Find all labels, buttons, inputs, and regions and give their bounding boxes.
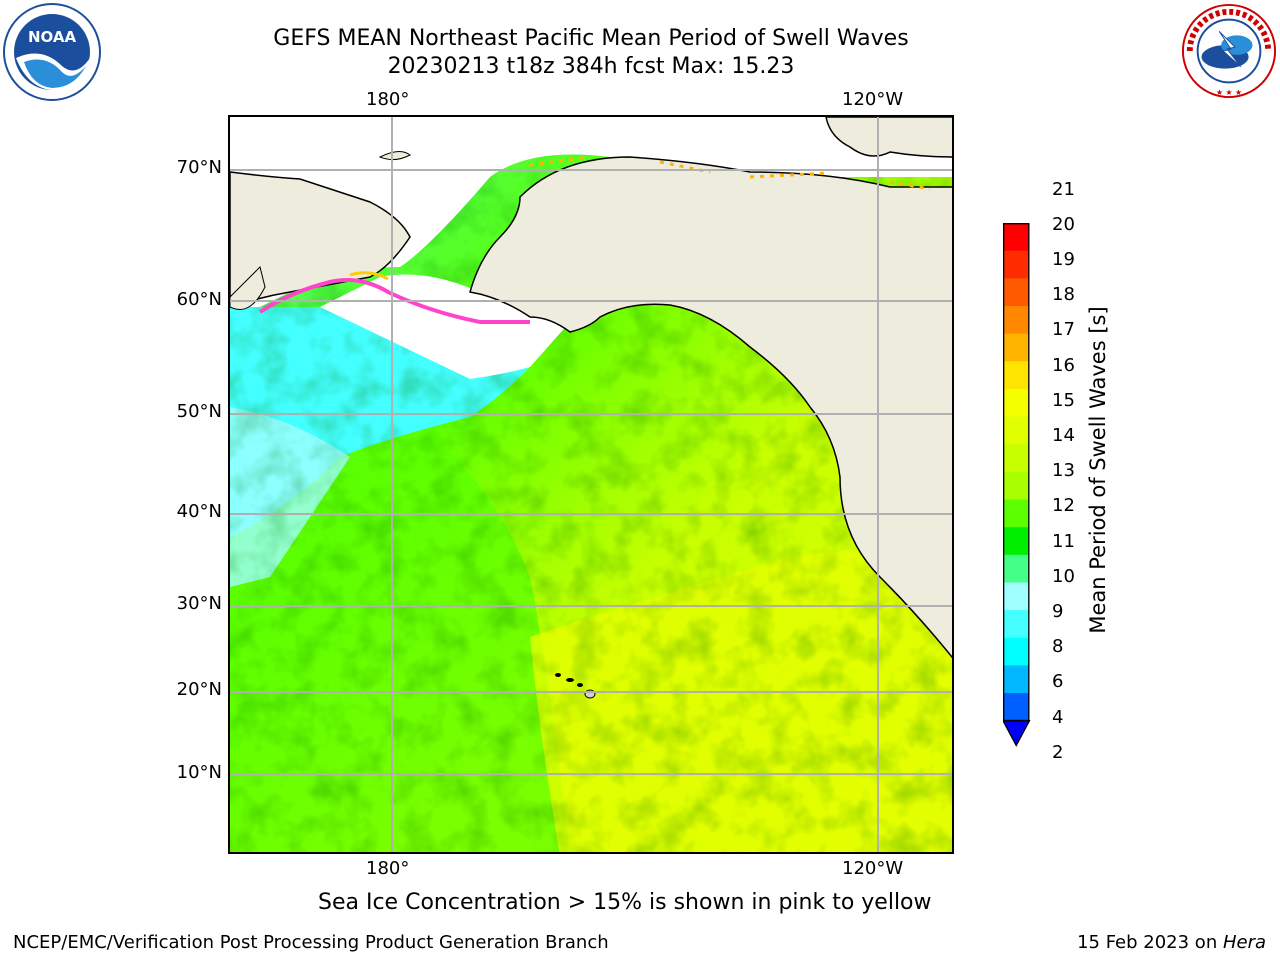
- arctic-sea-ice: [529, 155, 931, 191]
- colorbar-tick: 17: [1052, 319, 1075, 340]
- colorbar-tick: 9: [1052, 601, 1064, 622]
- colorbar-tick: 21: [1052, 179, 1075, 200]
- colorbar-band: [1003, 416, 1030, 445]
- colorbar-frame: [1003, 223, 1030, 722]
- colorbar-band: [1003, 527, 1030, 556]
- lon-label-top-120w: 120°W: [842, 89, 904, 110]
- north-america-land: [469, 156, 952, 659]
- colorbar-tick: 8: [1052, 636, 1064, 657]
- colorbar-band: [1003, 693, 1030, 722]
- colorbar-tick: 2: [1052, 742, 1064, 763]
- colorbar-band: [1003, 306, 1030, 335]
- chart-title: GEFS MEAN Northeast Pacific Mean Period …: [273, 26, 909, 51]
- colorbar-tick: 12: [1052, 495, 1075, 516]
- footer-credit: NCEP/EMC/Verification Post Processing Pr…: [13, 932, 609, 953]
- lon-label-bottom-180: 180°: [366, 858, 410, 879]
- lat-label-30n: 30°N: [176, 593, 222, 614]
- colorbar-band: [1003, 333, 1030, 362]
- map-panel: [228, 115, 954, 854]
- noaa-logo: NOAA: [3, 3, 101, 101]
- lat-label-10n: 10°N: [176, 762, 222, 783]
- colorbar-tick: 20: [1052, 214, 1075, 235]
- colorbar-band: [1003, 361, 1030, 390]
- colorbar-band: [1003, 250, 1030, 279]
- sea-ice-note: Sea Ice Concentration > 15% is shown in …: [318, 890, 932, 915]
- sea-ice-edge-yellow: [349, 271, 389, 281]
- st-lawrence-island: [378, 151, 411, 161]
- colorbar-tick: 13: [1052, 460, 1075, 481]
- colorbar-band: [1003, 554, 1030, 583]
- lat-label-40n: 40°N: [176, 501, 222, 522]
- lon-label-top-180: 180°: [366, 89, 410, 110]
- lat-label-60n: 60°N: [176, 289, 222, 310]
- colorbar-band: [1003, 278, 1030, 307]
- colorbar-tick: 19: [1052, 249, 1075, 270]
- colorbar-tick: 18: [1052, 284, 1075, 305]
- footer-date: 15 Feb 2023 on Hera: [1077, 932, 1266, 953]
- svg-text:★ ★ ★: ★ ★ ★: [1216, 88, 1242, 97]
- colorbar-band: [1003, 499, 1030, 528]
- colorbar-band: [1003, 610, 1030, 639]
- nws-logo: ★ ★ ★: [1181, 3, 1277, 99]
- colorbar-tick: 4: [1052, 707, 1064, 728]
- svg-text:NOAA: NOAA: [28, 28, 77, 46]
- colorbar: [1003, 223, 1031, 747]
- swell-period-map: [230, 117, 952, 852]
- colorbar-band: [1003, 637, 1030, 666]
- colorbar-band: [1003, 582, 1030, 611]
- colorbar-band: [1003, 444, 1030, 473]
- footer-host: Hera: [1222, 932, 1266, 953]
- lat-label-70n: 70°N: [176, 157, 222, 178]
- sea-ice-edge: [258, 278, 530, 324]
- colorbar-tick: 6: [1052, 671, 1064, 692]
- colorbar-tick: 10: [1052, 566, 1075, 587]
- colorbar-tick: 16: [1052, 355, 1075, 376]
- colorbar-band: [1003, 223, 1030, 252]
- graticule: [230, 117, 952, 852]
- colorbar-tick: 15: [1052, 390, 1075, 411]
- kamchatka-land: [230, 266, 266, 310]
- no-data-region: [230, 117, 952, 307]
- colorbar-band: [1003, 471, 1030, 500]
- colorbar-band: [1003, 388, 1030, 418]
- footer-date-text: 15 Feb 2023 on: [1077, 932, 1223, 953]
- colorbar-band: [1003, 665, 1030, 694]
- chart-subtitle: 20230213 t18z 384h fcst Max: 15.23: [387, 54, 795, 79]
- colorbar-tick: 11: [1052, 531, 1075, 552]
- colorbar-tick: 14: [1052, 425, 1075, 446]
- colorbar-extend-arrow: [1003, 720, 1031, 747]
- lon-label-bottom-120w: 120°W: [842, 858, 904, 879]
- lat-label-50n: 50°N: [176, 401, 222, 422]
- colorbar-label: Mean Period of Swell Waves [s]: [1086, 306, 1110, 634]
- lat-label-20n: 20°N: [176, 679, 222, 700]
